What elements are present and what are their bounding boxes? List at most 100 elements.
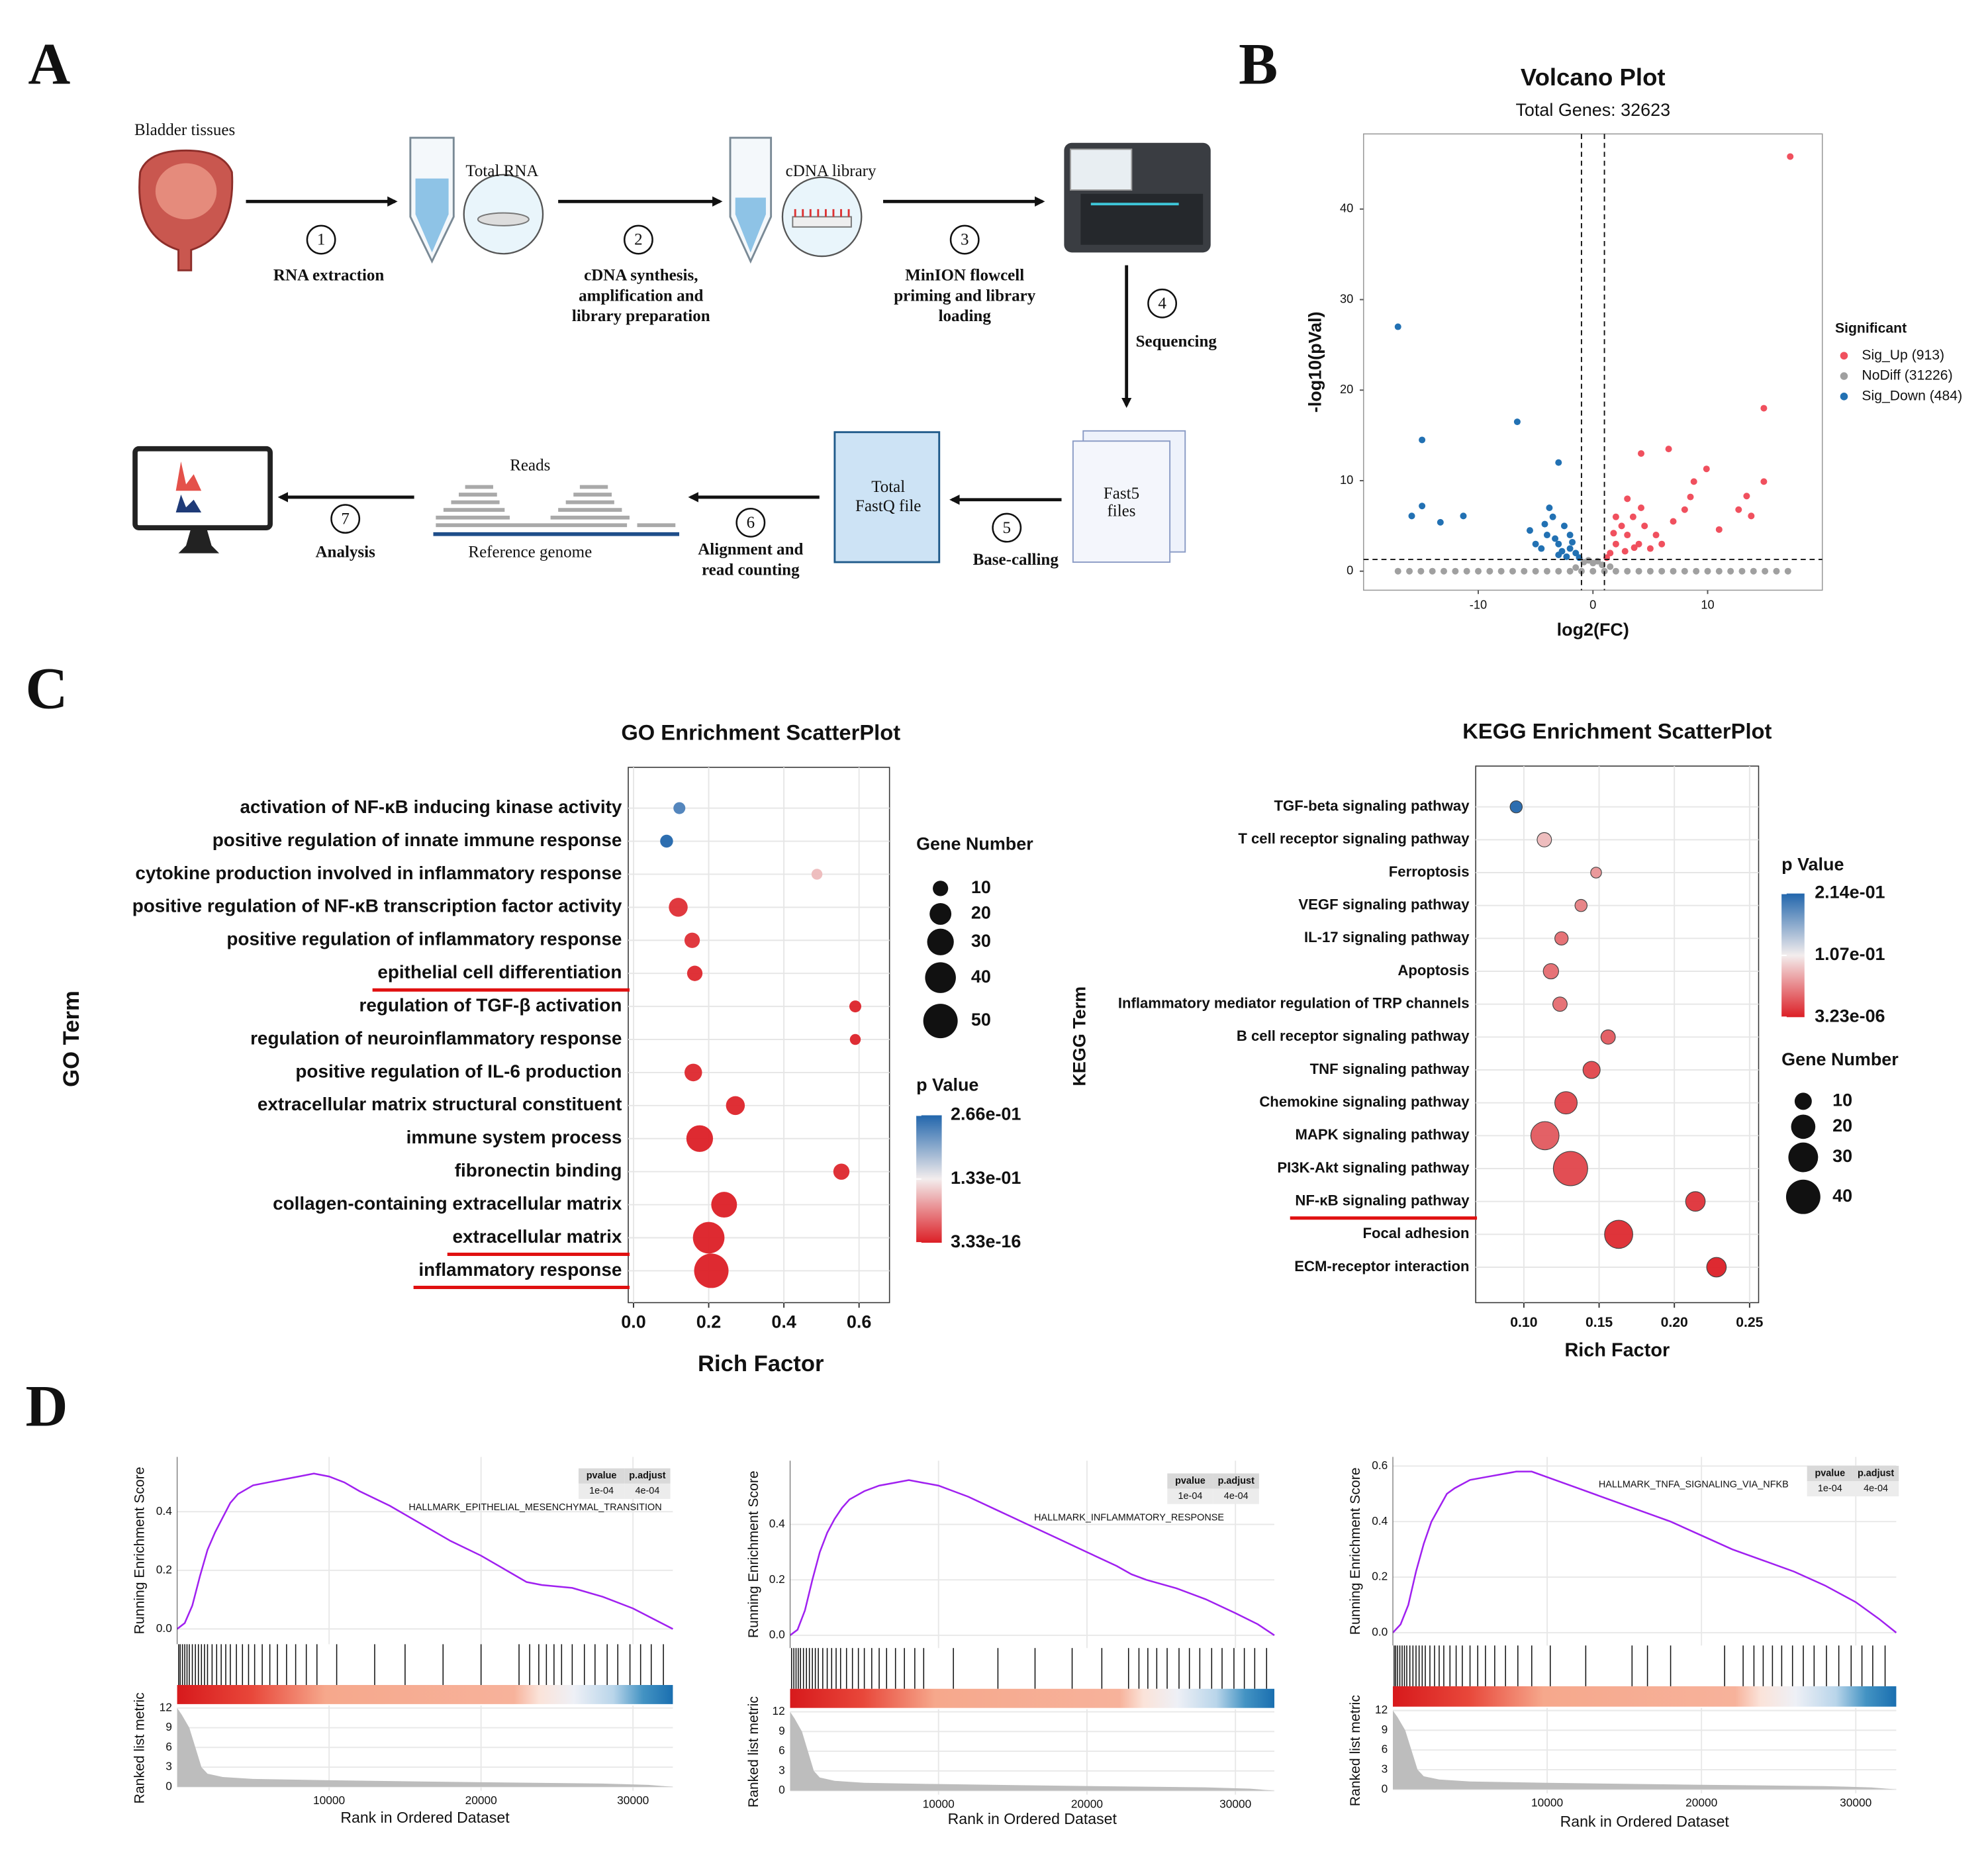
y-tick-label: 0 — [779, 1783, 785, 1796]
table-value: 4e-04 — [1224, 1491, 1249, 1502]
es-line — [176, 1472, 673, 1630]
point — [1690, 478, 1697, 485]
point — [1546, 505, 1553, 512]
pathway-label: HALLMARK_INFLAMMATORY_RESPONSE — [1034, 1513, 1224, 1523]
fast5-label: Fast5 — [1104, 485, 1139, 503]
point — [1394, 567, 1401, 575]
category-label: IL-17 signaling pathway — [1304, 929, 1470, 945]
step-number: 6 — [747, 514, 755, 532]
panel-label: B — [1239, 32, 1278, 97]
table-cell — [578, 1483, 625, 1499]
x-axis-label: Rank in Ordered Dataset — [340, 1809, 510, 1826]
color-bar-label: 3.33e-16 — [951, 1231, 1021, 1251]
point — [1554, 1091, 1578, 1115]
table-cell — [1213, 1488, 1259, 1504]
size-legend-title: Gene Number — [916, 834, 1033, 854]
step-label: cDNA synthesis, — [584, 267, 698, 285]
point — [1760, 405, 1768, 412]
y-tick-label: 0.4 — [1372, 1514, 1388, 1527]
step-label: Sequencing — [1136, 333, 1217, 351]
category-label: B cell receptor signaling pathway — [1237, 1028, 1470, 1044]
point — [1563, 553, 1570, 560]
y-axis-label: Running Enrichment Score — [1348, 1467, 1363, 1635]
size-legend-label: 40 — [1832, 1186, 1852, 1206]
point — [1743, 493, 1750, 500]
y-tick-label: 0 — [1382, 1782, 1388, 1795]
sequencer-body — [1080, 193, 1204, 245]
step-label: read counting — [702, 561, 800, 579]
step-circle — [1147, 288, 1178, 318]
point — [1750, 567, 1757, 575]
size-legend-label: 20 — [971, 903, 991, 923]
point — [1635, 567, 1642, 575]
color-legend-title: p Value — [1781, 854, 1844, 874]
point — [1542, 963, 1559, 980]
size-legend-swatch — [933, 881, 949, 896]
y-tick-label: 9 — [779, 1724, 785, 1737]
step-label: library preparation — [572, 307, 710, 325]
table-header-cell — [624, 1468, 671, 1484]
color-bar-label: 2.66e-01 — [951, 1104, 1021, 1124]
es-line — [1392, 1470, 1897, 1634]
step-circle — [735, 507, 766, 538]
color-bar-label: 1.07e-01 — [1815, 944, 1885, 964]
point — [1463, 567, 1470, 575]
point — [726, 1096, 745, 1116]
es-line — [789, 1479, 1275, 1636]
color-bar-label: 1.33e-01 — [951, 1168, 1021, 1188]
table-header: pvalue — [587, 1470, 617, 1481]
table-header-cell — [1213, 1473, 1259, 1489]
point — [1569, 538, 1576, 546]
x-axis-label: Rank in Ordered Dataset — [1560, 1813, 1730, 1830]
category-label: TNF signaling pathway — [1310, 1061, 1470, 1077]
size-legend-swatch — [1785, 1179, 1821, 1214]
point — [1715, 567, 1723, 575]
y-tick-label: 12 — [1375, 1703, 1388, 1716]
point — [686, 1125, 714, 1152]
sequencer-screen — [1070, 148, 1133, 191]
table-value: 1e-04 — [1818, 1483, 1842, 1494]
point — [1555, 540, 1562, 548]
point — [1641, 522, 1648, 530]
x-tick-label: 10000 — [1531, 1796, 1563, 1809]
point — [1543, 567, 1550, 575]
step-number: 2 — [634, 231, 643, 249]
category-label: collagen-containing extracellular matrix — [273, 1193, 622, 1214]
fastq-label: Total — [871, 478, 905, 496]
point — [1735, 506, 1742, 513]
x-tick-label: 0.6 — [847, 1312, 871, 1331]
point — [684, 932, 700, 948]
size-legend-label: 30 — [1832, 1146, 1852, 1166]
point — [1429, 567, 1436, 575]
y-tick-label: 3 — [1382, 1762, 1388, 1775]
point — [1704, 567, 1711, 575]
point — [692, 1222, 725, 1254]
point — [1760, 478, 1768, 485]
tube-liquid — [415, 178, 449, 253]
point — [1612, 513, 1619, 520]
y-tick-label: 9 — [1382, 1723, 1388, 1736]
y-tick-label: 6 — [166, 1740, 172, 1753]
point — [1452, 567, 1459, 575]
reads-icon — [436, 485, 676, 528]
y-axis-label: Running Enrichment Score — [746, 1470, 761, 1638]
point — [1417, 567, 1425, 575]
point — [1727, 567, 1734, 575]
point — [1685, 1191, 1706, 1212]
point — [660, 834, 673, 848]
table-header: p.adjust — [629, 1470, 665, 1481]
monitor-stand — [178, 528, 220, 553]
point — [1555, 459, 1562, 466]
point — [1652, 532, 1660, 539]
reference-label: Reference genome — [468, 543, 592, 561]
chart-subtitle: Total Genes: 32623 — [1515, 100, 1670, 120]
table-header-cell — [1167, 1473, 1213, 1489]
x-tick-label: 10000 — [313, 1794, 345, 1807]
cdna-strip — [792, 216, 852, 228]
step-number: 1 — [317, 231, 326, 249]
point — [811, 869, 823, 880]
y-tick-label: 9 — [166, 1720, 172, 1733]
x-tick-label: 20000 — [1071, 1798, 1103, 1811]
point — [1738, 567, 1746, 575]
